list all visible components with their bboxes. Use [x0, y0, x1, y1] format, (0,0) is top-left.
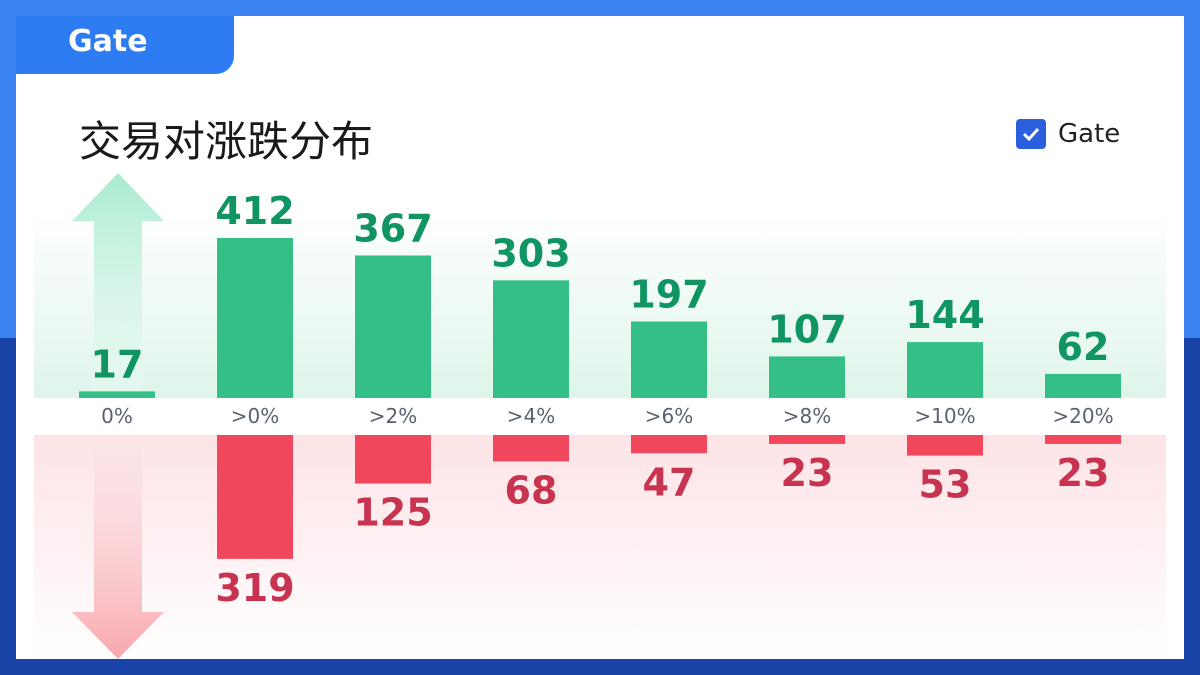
- up-bar: [217, 238, 293, 398]
- x-tick-label: >8%: [783, 404, 832, 428]
- up-value-label: 17: [91, 342, 144, 386]
- up-bar: [1045, 373, 1121, 398]
- down-bar: [493, 435, 569, 462]
- page-title: 交易对涨跌分布: [79, 117, 374, 166]
- x-tick-label: >6%: [645, 404, 694, 428]
- down-arrow-icon: [72, 435, 164, 659]
- up-bar: [355, 255, 431, 398]
- x-tick-label: >0%: [231, 404, 280, 428]
- down-bar: [907, 435, 983, 456]
- legend-checkbox[interactable]: [1016, 119, 1046, 149]
- x-tick-label: >4%: [507, 404, 556, 428]
- up-value-label: 62: [1057, 325, 1110, 369]
- down-bar: [217, 435, 293, 559]
- up-value-label: 144: [905, 293, 984, 337]
- down-bar: [355, 435, 431, 484]
- down-value-label: 23: [781, 451, 834, 495]
- gate-logo: Gate: [68, 24, 148, 59]
- down-zone-background: [34, 435, 1166, 659]
- x-tick-label: >10%: [914, 404, 975, 428]
- up-bar: [631, 321, 707, 398]
- logo-tab: Gate: [16, 16, 234, 74]
- up-bar: [769, 356, 845, 398]
- up-value-label: 367: [353, 206, 432, 250]
- down-bar: [769, 435, 845, 444]
- chart-card: 17 0% 412 >0% 319 367 >2% 125 303 >4% 68 197 >6% 47 10…: [16, 16, 1184, 659]
- up-value-label: 412: [215, 189, 294, 233]
- x-tick-label: 0%: [101, 404, 133, 428]
- checkmark-icon: [1022, 127, 1040, 142]
- down-value-label: 319: [215, 566, 294, 610]
- distribution-chart: 17 0% 412 >0% 319 367 >2% 125 303 >4% 68 197 >6% 47 10…: [34, 173, 1166, 659]
- x-tick-label: >20%: [1052, 404, 1113, 428]
- down-bar: [631, 435, 707, 454]
- down-value-label: 23: [1057, 451, 1110, 495]
- down-value-label: 68: [505, 468, 558, 512]
- up-zone-background: [34, 206, 1166, 398]
- up-arrow-icon: [72, 173, 164, 398]
- down-value-label: 47: [643, 460, 696, 504]
- legend-label: Gate: [1058, 119, 1121, 149]
- up-bar: [493, 280, 569, 398]
- down-value-label: 53: [919, 463, 972, 507]
- down-value-label: 125: [353, 491, 432, 535]
- up-bar: [907, 342, 983, 398]
- x-tick-label: >2%: [369, 404, 418, 428]
- up-value-label: 303: [491, 231, 570, 275]
- up-value-label: 197: [629, 272, 708, 316]
- down-bar: [1045, 435, 1121, 444]
- up-bar: [79, 391, 155, 398]
- up-value-label: 107: [767, 307, 846, 351]
- legend[interactable]: Gate: [1016, 119, 1120, 149]
